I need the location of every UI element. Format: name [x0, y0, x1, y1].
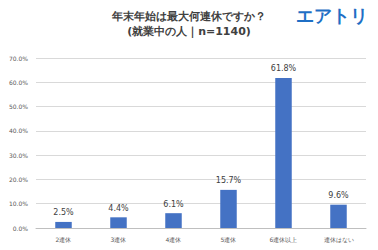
svg-text:2連休: 2連休 — [56, 236, 72, 243]
svg-text:エアトリ: エアトリ — [296, 5, 368, 26]
svg-text:70.0%: 70.0% — [9, 55, 28, 62]
svg-text:61.8%: 61.8% — [271, 64, 297, 73]
svg-text:15.7%: 15.7% — [216, 176, 242, 185]
svg-text:4連休: 4連休 — [166, 236, 182, 243]
svg-text:年末年始は最大何連休ですか？: 年末年始は最大何連休ですか？ — [111, 10, 266, 23]
svg-text:9.6%: 9.6% — [328, 191, 349, 200]
svg-text:40.0%: 40.0% — [9, 127, 28, 134]
svg-text:4.4%: 4.4% — [108, 204, 129, 213]
svg-text:6.1%: 6.1% — [163, 200, 184, 209]
svg-text:6連休以上: 6連休以上 — [270, 236, 298, 243]
svg-text:3連休: 3連休 — [111, 236, 127, 243]
svg-text:60.0%: 60.0% — [9, 79, 28, 86]
svg-text:10.0%: 10.0% — [9, 200, 28, 207]
svg-text:5連休: 5連休 — [221, 236, 237, 243]
svg-text:0.0%: 0.0% — [13, 225, 29, 232]
svg-text:連休はない: 連休はない — [324, 236, 354, 244]
svg-text:50.0%: 50.0% — [9, 103, 28, 110]
svg-text:20.0%: 20.0% — [9, 176, 28, 183]
svg-text:2.5%: 2.5% — [53, 208, 74, 217]
svg-text:30.0%: 30.0% — [9, 152, 28, 159]
svg-text:(就業中の人｜n=1140): (就業中の人｜n=1140) — [127, 25, 251, 38]
